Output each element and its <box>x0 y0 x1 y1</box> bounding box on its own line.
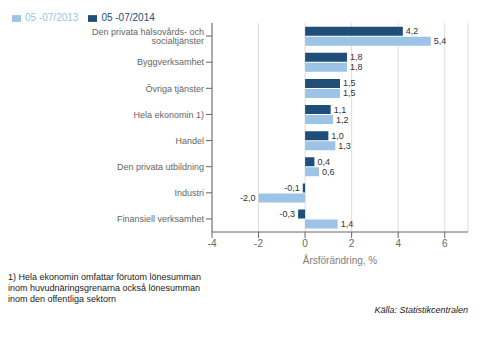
svg-text:4: 4 <box>395 238 401 249</box>
svg-text:-2: -2 <box>254 238 263 249</box>
svg-text:1,0: 1,0 <box>331 131 344 141</box>
svg-text:Hela ekonomin 1): Hela ekonomin 1) <box>133 110 204 120</box>
svg-text:1,1: 1,1 <box>334 105 347 115</box>
svg-text:5,4: 5,4 <box>434 36 447 46</box>
svg-text:-0,3: -0,3 <box>280 209 296 219</box>
svg-text:4,2: 4,2 <box>406 26 419 36</box>
svg-text:Årsförändring, %: Årsförändring, % <box>303 254 378 266</box>
html-text:05 -07/2013: 05 -07/2013 <box>25 12 79 23</box>
html-text:inom den offentliga sektorn: inom den offentliga sektorn <box>8 294 116 304</box>
svg-text:0,6: 0,6 <box>322 167 335 177</box>
svg-text:1,3: 1,3 <box>338 141 351 151</box>
svg-text:1,5: 1,5 <box>343 78 356 88</box>
svg-text:Övriga tjänster: Övriga tjänster <box>145 84 204 94</box>
svg-text:6: 6 <box>442 238 448 249</box>
svg-text:2: 2 <box>349 238 355 249</box>
svg-text:1,8: 1,8 <box>350 62 363 72</box>
svg-text:1,5: 1,5 <box>343 88 356 98</box>
svg-text:Handel: Handel <box>175 136 204 146</box>
svg-text:-2,0: -2,0 <box>240 193 256 203</box>
html-text:inom huvudnäringsgrenarna ocks: inom huvudnäringsgrenarna också lönesumm… <box>8 283 201 293</box>
html-text:1) Hela ekonomin omfattar föru: 1) Hela ekonomin omfattar förutom lönesu… <box>8 272 202 282</box>
svg-text:0,4: 0,4 <box>317 157 330 167</box>
svg-text:-0,1: -0,1 <box>284 183 300 193</box>
svg-text:Finansiell verksamhet: Finansiell verksamhet <box>117 214 205 224</box>
svg-text:Industri: Industri <box>174 188 204 198</box>
svg-text:1,4: 1,4 <box>341 219 354 229</box>
svg-text:0: 0 <box>302 238 308 249</box>
svg-text:1,8: 1,8 <box>350 52 363 62</box>
html-text:05 -07/2014: 05 -07/2014 <box>101 12 155 23</box>
svg-text:-4: -4 <box>208 238 217 249</box>
svg-text:1,2: 1,2 <box>336 115 349 125</box>
svg-text:Den privata hälsovårds- ochsoc: Den privata hälsovårds- ochsocialtjänste… <box>92 27 204 46</box>
svg-text:Byggverksamhet: Byggverksamhet <box>137 57 205 67</box>
svg-text:Den privata utbildning: Den privata utbildning <box>117 162 204 172</box>
html-text:Källa: Statistikcentralen: Källa: Statistikcentralen <box>374 305 468 315</box>
